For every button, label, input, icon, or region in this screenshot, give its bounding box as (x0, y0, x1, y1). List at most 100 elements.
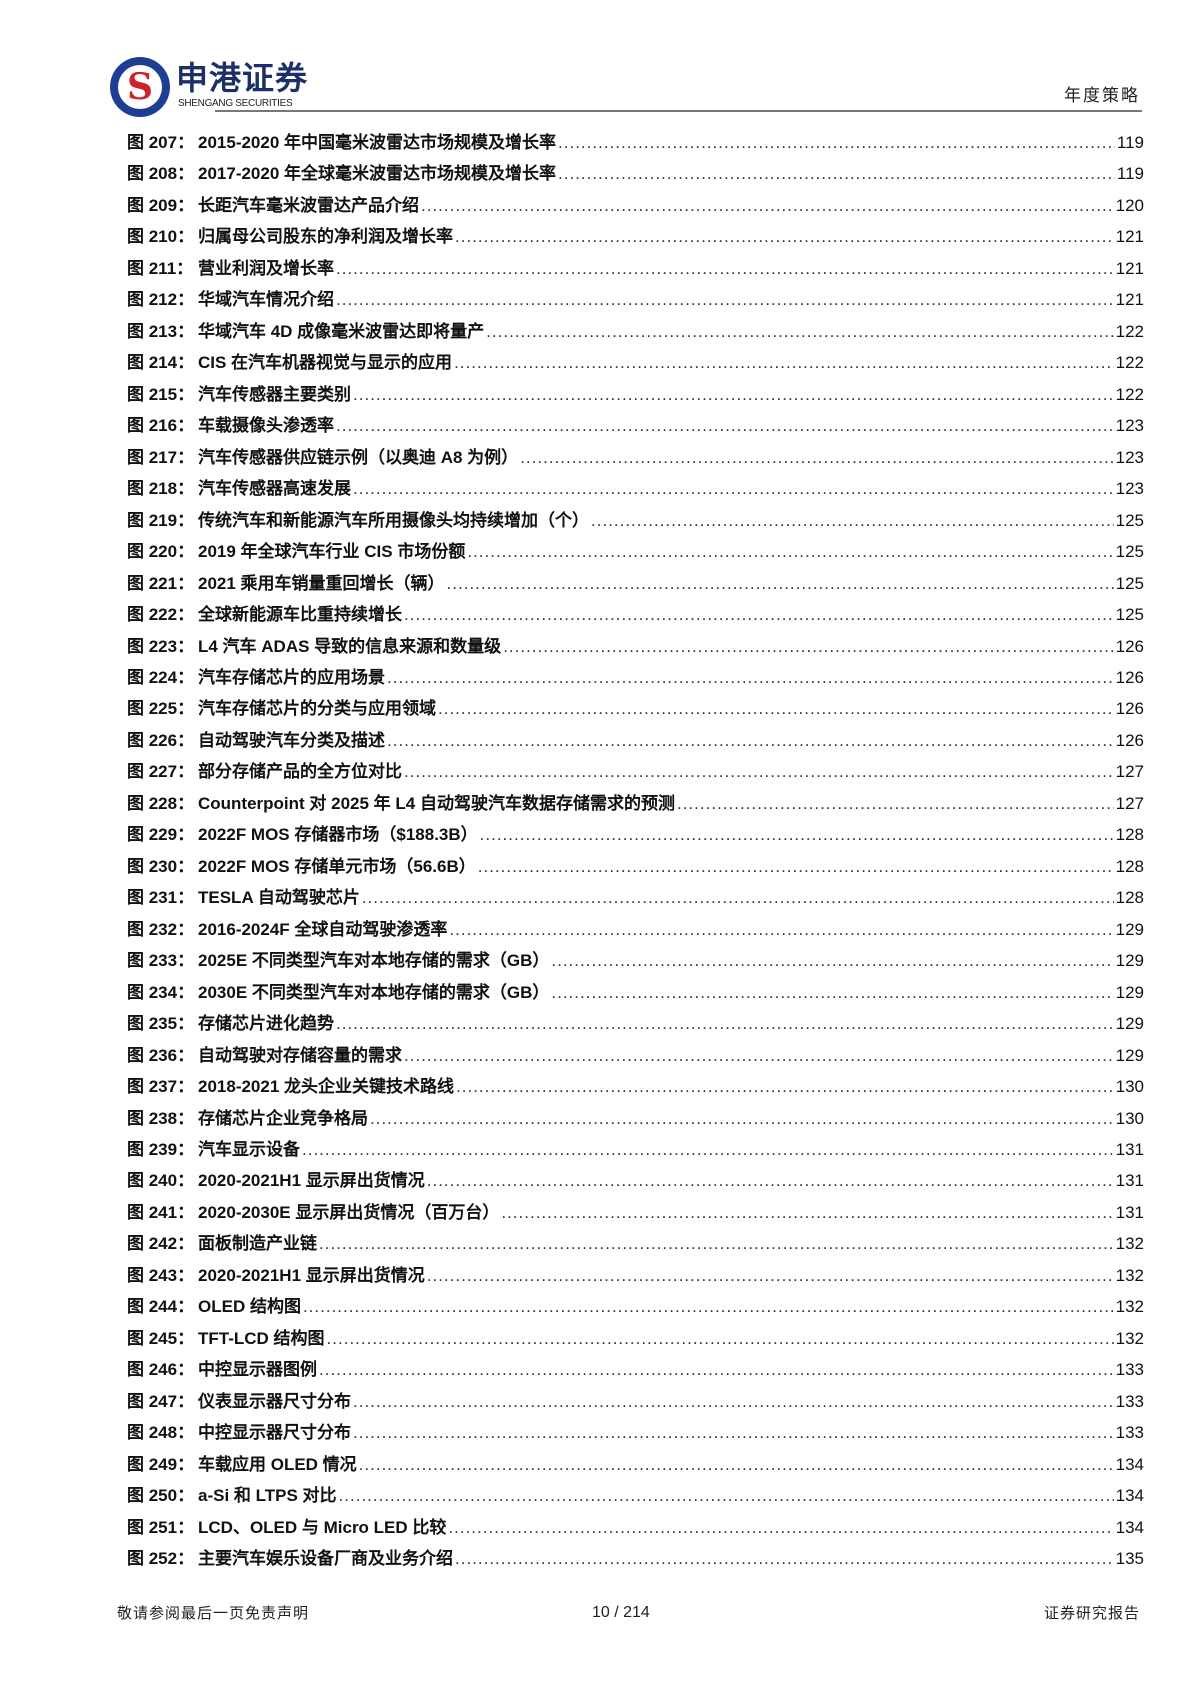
page-number: 132 (1115, 1328, 1144, 1348)
toc-entry[interactable]: 图 223：L4 汽车 ADAS 导致的信息来源和数量级 126 (127, 632, 1144, 663)
figure-label: 图 213： (127, 321, 195, 341)
toc-entry[interactable]: 图 218：汽车传感器高速发展 123 (127, 474, 1144, 505)
figure-label: 图 247： (127, 1391, 195, 1411)
toc-entry[interactable]: 图 246：中控显示器图例 133 (127, 1355, 1144, 1386)
figure-label: 图 251： (127, 1517, 195, 1537)
toc-entry[interactable]: 图 245：TFT-LCD 结构图 132 (127, 1324, 1144, 1355)
dot-leader (480, 825, 1114, 845)
page-number: 119 (1116, 164, 1144, 184)
toc-entry[interactable]: 图 235：存储芯片进化趋势 129 (127, 1009, 1144, 1040)
figure-title: 2025E 不同类型汽车对本地存储的需求（GB） (198, 951, 550, 971)
page-number: 135 (1115, 1549, 1144, 1569)
toc-entry[interactable]: 图 231：TESLA 自动驾驶芯片 128 (127, 883, 1144, 914)
figure-label: 图 212： (127, 290, 195, 310)
toc-entry[interactable]: 图 228： Counterpoint 对 2025 年 L4 自动驾驶汽车数据存… (127, 789, 1144, 820)
dot-leader (478, 857, 1114, 877)
figure-label: 图 252： (127, 1549, 195, 1569)
figure-label: 图 250： (127, 1486, 195, 1506)
toc-entry[interactable]: 图 239：汽车显示设备 131 (127, 1135, 1144, 1166)
dot-leader (319, 1234, 1114, 1254)
brand-name-en: SHENGANG SECURITIES (178, 98, 293, 109)
footer-disclaimer: 敬请参阅最后一页免责声明 (117, 1604, 310, 1622)
figure-title: 仪表显示器尺寸分布 (198, 1391, 351, 1411)
dot-leader (339, 1486, 1114, 1506)
figure-label: 图 220： (127, 542, 195, 562)
page-number: 134 (1115, 1454, 1144, 1474)
toc-entry[interactable]: 图 238：存储芯片企业竞争格局 130 (127, 1104, 1144, 1135)
toc-entry[interactable]: 图 244：OLED 结构图 132 (127, 1292, 1144, 1323)
dot-leader (353, 479, 1114, 499)
figure-title: 自动驾驶汽车分类及描述 (198, 730, 385, 750)
dot-leader (551, 983, 1113, 1003)
toc-entry[interactable]: 图 214：CIS 在汽车机器视觉与显示的应用 122 (127, 348, 1144, 379)
toc-entry[interactable]: 图 236：自动驾驶对存储容量的需求 129 (127, 1041, 1144, 1072)
figure-title: CIS 在汽车机器视觉与显示的应用 (198, 353, 453, 373)
page-number: 125 (1115, 542, 1144, 562)
toc-entry[interactable]: 图 241：2020-2030E 显示屏出货情况（百万台） 131 (127, 1198, 1144, 1229)
toc-entry[interactable]: 图 225：汽车存储芯片的分类与应用领域 126 (127, 694, 1144, 725)
figure-title: LCD、OLED 与 Micro LED 比较 (198, 1517, 447, 1537)
dot-leader (404, 762, 1114, 782)
figure-label: 图 208： (127, 164, 195, 184)
toc-entry[interactable]: 图 249：车载应用 OLED 情况 134 (127, 1450, 1144, 1481)
dot-leader (448, 1518, 1113, 1538)
figure-label: 图 241： (127, 1202, 195, 1222)
toc-entry[interactable]: 图 220：2019 年全球汽车行业 CIS 市场份额 125 (127, 537, 1144, 568)
toc-entry[interactable]: 图 224：汽车存储芯片的应用场景 126 (127, 663, 1144, 694)
toc-entry[interactable]: 图 216：车载摄像头渗透率 123 (127, 411, 1144, 442)
figure-title: 存储芯片企业竞争格局 (198, 1108, 368, 1128)
figure-label: 图 228： (127, 793, 195, 813)
figure-title: 汽车传感器主要类别 (198, 384, 351, 404)
toc-entry[interactable]: 图 227：部分存储产品的全方位对比 127 (127, 757, 1144, 788)
figure-label: 图 244： (127, 1297, 195, 1317)
figure-label: 图 227： (127, 762, 195, 782)
figure-label: 图 207： (127, 133, 195, 152)
dot-leader (353, 385, 1114, 405)
toc-entry[interactable]: 图 230：2022F MOS 存储单元市场（56.6B） 128 (127, 852, 1144, 883)
toc-entry[interactable]: 图 234：2030E 不同类型汽车对本地存储的需求（GB） 129 (127, 978, 1144, 1009)
dot-leader (359, 1455, 1114, 1475)
toc-entry[interactable]: 图 211：营业利润及增长率 121 (127, 254, 1144, 285)
toc-entry[interactable]: 图 222：全球新能源车比重持续增长 125 (127, 600, 1144, 631)
toc-entry[interactable]: 图 243：2020-2021H1 显示屏出货情况 132 (127, 1261, 1144, 1292)
figure-title: 2021 乘用车销量重回增长（辆） (198, 573, 445, 593)
toc-entry[interactable]: 图 250：a-Si 和 LTPS 对比 134 (127, 1481, 1144, 1512)
toc-entry[interactable]: 图 215：汽车传感器主要类别 122 (127, 380, 1144, 411)
figure-title: 车载摄像头渗透率 (198, 416, 334, 436)
toc-entry[interactable]: 图 207：2015-2020 年中国毫米波雷达市场规模及增长率 119 (127, 128, 1144, 159)
toc-entry[interactable]: 图 237：2018-2021 龙头企业关键技术路线 130 (127, 1072, 1144, 1103)
toc-entry[interactable]: 图 248：中控显示器尺寸分布 133 (127, 1418, 1144, 1449)
toc-entry[interactable]: 图 212：华域汽车情况介绍 121 (127, 285, 1144, 316)
toc-entry[interactable]: 图 232：2016-2024F 全球自动驾驶渗透率 129 (127, 915, 1144, 946)
toc-entry[interactable]: 图 229：2022F MOS 存储器市场（$188.3B） 128 (127, 820, 1144, 851)
toc-entry[interactable]: 图 213：华域汽车 4D 成像毫米波雷达即将量产 122 (127, 317, 1144, 348)
figure-label: 图 225： (127, 699, 195, 719)
dot-leader (427, 1171, 1114, 1191)
page-number: 128 (1115, 888, 1144, 908)
toc-entry[interactable]: 图 252：主要汽车娱乐设备厂商及业务介绍 135 (127, 1544, 1144, 1575)
toc-entry[interactable]: 图 240：2020-2021H1 显示屏出货情况 131 (127, 1166, 1144, 1197)
header-section-label: 年度策略 (1064, 86, 1140, 106)
toc-entry[interactable]: 图 233：2025E 不同类型汽车对本地存储的需求（GB） 129 (127, 946, 1144, 977)
page-number: 132 (1115, 1265, 1144, 1285)
toc-entry[interactable]: 图 219：传统汽车和新能源汽车所用摄像头均持续增加（个） 125 (127, 506, 1144, 537)
figure-title: 2015-2020 年中国毫米波雷达市场规模及增长率 (198, 133, 557, 152)
toc-entry[interactable]: 图 208：2017-2020 年全球毫米波雷达市场规模及增长率 119 (127, 159, 1144, 190)
toc-entry[interactable]: 图 221：2021 乘用车销量重回增长（辆） 125 (127, 569, 1144, 600)
toc-entry[interactable]: 图 247：仪表显示器尺寸分布 133 (127, 1387, 1144, 1418)
figure-title: 汽车存储芯片的分类与应用领域 (198, 699, 436, 719)
page-number: 121 (1115, 258, 1144, 278)
figure-title: 营业利润及增长率 (198, 258, 334, 278)
toc-entry[interactable]: 图 210：归属母公司股东的净利润及增长率 121 (127, 222, 1144, 253)
dot-leader (336, 290, 1114, 310)
toc-entry[interactable]: 图 251：LCD、OLED 与 Micro LED 比较 134 (127, 1513, 1144, 1544)
dot-leader (558, 164, 1115, 184)
toc-entry[interactable]: 图 242：面板制造产业链 132 (127, 1229, 1144, 1260)
page-number: 127 (1115, 793, 1144, 813)
toc-entry[interactable]: 图 217：汽车传感器供应链示例（以奥迪 A8 为例） 123 (127, 443, 1144, 474)
toc-entry[interactable]: 图 226：自动驾驶汽车分类及描述 126 (127, 726, 1144, 757)
toc-entry[interactable]: 图 209：长距汽车毫米波雷达产品介绍 120 (127, 191, 1144, 222)
page-number: 131 (1115, 1171, 1144, 1191)
figure-title: L4 汽车 ADAS 导致的信息来源和数量级 (198, 636, 502, 656)
figure-title: 中控显示器图例 (198, 1360, 317, 1380)
